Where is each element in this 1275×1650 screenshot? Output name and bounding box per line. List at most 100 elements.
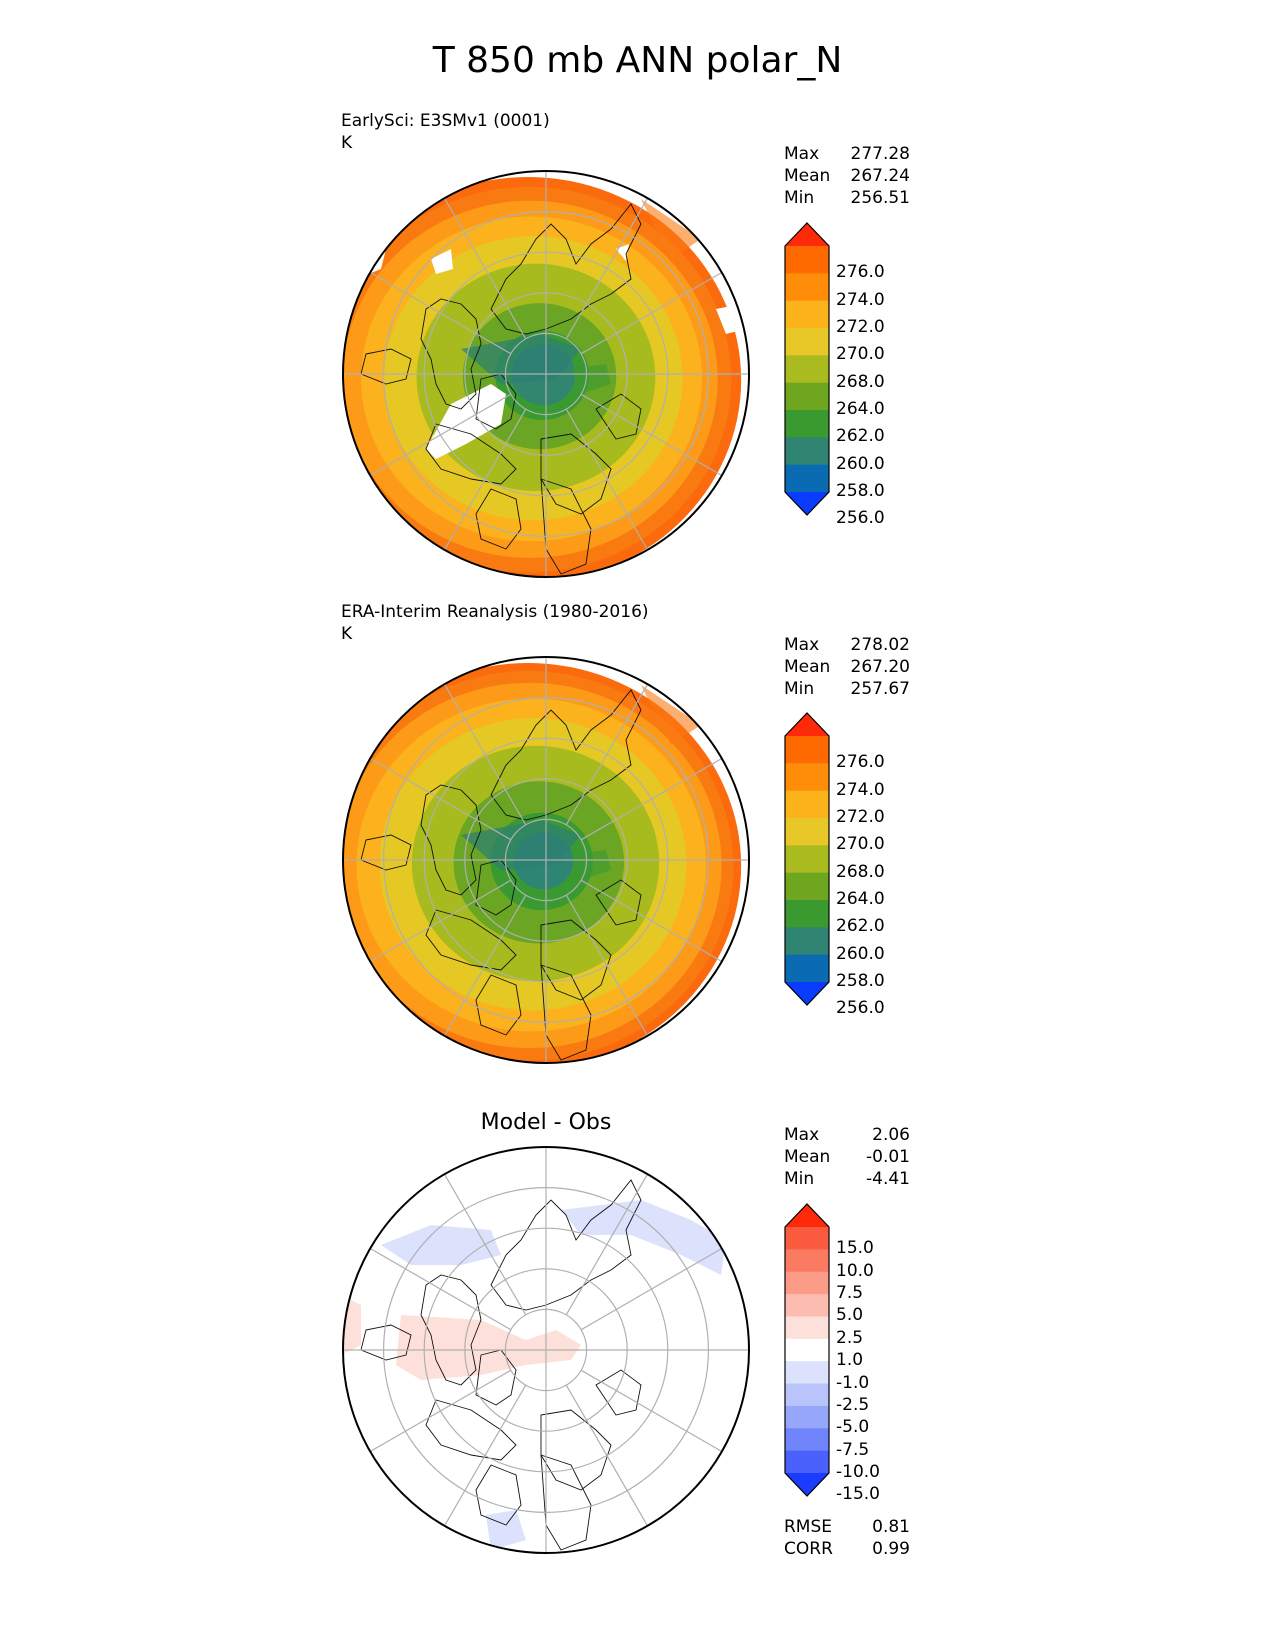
cold-core-region (461, 334, 581, 384)
colorbar-lower-extension (785, 492, 829, 515)
colorbar-segment (785, 246, 829, 274)
longitude-line (369, 1247, 512, 1331)
colorbar-segment (785, 437, 829, 466)
longitude-line (369, 1369, 512, 1453)
stat-max-row: Max 2.06 (784, 1124, 910, 1146)
cold-core-region (571, 364, 611, 394)
colorbar-tick-label: 7.5 (836, 1283, 864, 1304)
colorbar-segment (785, 328, 829, 356)
negative-anomaly-region (561, 1200, 726, 1275)
coastline (490, 689, 642, 821)
longitude-line (369, 393, 512, 477)
colorbar-tick-label: 270.0 (836, 834, 885, 855)
coastline (425, 909, 517, 971)
colorbar-tick-label: 2.5 (836, 1327, 864, 1348)
longitude-line (580, 1369, 723, 1453)
map-fill-layer (343, 1147, 749, 1553)
stat-value: 257.67 (850, 679, 910, 699)
metric-label: CORR (784, 1539, 833, 1559)
colorbar-segment (785, 818, 829, 846)
longitude-line (580, 757, 723, 841)
negative-anomaly-region (486, 1510, 526, 1550)
colorbar-segment (785, 954, 829, 983)
longitude-line (565, 408, 649, 551)
coastline (420, 784, 482, 896)
colorbar-tick-label: 1.0 (836, 1350, 864, 1371)
diff-stats: Max 2.06 Mean -0.01 Min -4.41 (784, 1124, 910, 1190)
stat-mean-row: Mean -0.01 (784, 1146, 910, 1168)
coastline (490, 1179, 642, 1311)
stat-label: Mean (784, 1147, 831, 1167)
colorbar-tick-label: -5.0 (836, 1417, 870, 1438)
longitude-line (565, 1384, 649, 1527)
colorbar-segment (785, 900, 829, 928)
coastline (425, 423, 517, 485)
longitude-line (369, 757, 512, 841)
longitude-line (443, 683, 527, 826)
colorbar-segment (785, 1361, 829, 1385)
stat-value: 2.06 (872, 1125, 910, 1145)
stat-label: Min (784, 1169, 815, 1189)
stat-mean-row: Mean 267.24 (784, 165, 910, 187)
map-boundary (342, 1146, 750, 1554)
missing-data-region (426, 384, 506, 459)
colorbar-tick-label: 272.0 (836, 317, 885, 337)
colorbar-lower-extension (785, 982, 829, 1005)
longitude-line (443, 197, 527, 340)
coastline (420, 298, 482, 410)
ref-dataset-name: ERA-Interim Reanalysis (1980-2016) (341, 602, 649, 622)
longitude-line (369, 271, 512, 355)
stat-max-row: Max 277.28 (784, 143, 910, 165)
ref-stats: Max 278.02 Mean 267.20 Min 257.67 (784, 634, 910, 700)
positive-anomaly-region (396, 1315, 581, 1380)
stat-min-row: Min 257.67 (784, 678, 910, 700)
missing-data-region (431, 249, 453, 274)
colorbar-upper-extension (785, 713, 829, 736)
ref-polar-map (342, 656, 750, 1064)
colorbar-tick-label: 272.0 (836, 807, 885, 827)
stat-label: Max (784, 1125, 820, 1145)
coastline (425, 1399, 517, 1461)
colorbar-tick-label: 274.0 (836, 289, 885, 310)
colorbar-segment (785, 872, 829, 901)
colorbar-tick-label: -2.5 (836, 1394, 870, 1415)
diff-metrics: RMSE 0.81 CORR 0.99 (784, 1516, 910, 1560)
map-fill-layer (343, 171, 749, 577)
diff-colorbar (784, 1203, 830, 1497)
stat-max-row: Max 278.02 (784, 634, 910, 656)
stat-value: 278.02 (850, 635, 910, 655)
stat-value: 267.24 (850, 166, 910, 186)
metric-value: 0.99 (872, 1539, 910, 1559)
colorbar-segment (785, 1316, 829, 1340)
colorbar-tick-label: 264.0 (836, 399, 885, 419)
colorbar-segment (785, 1338, 829, 1362)
longitude-line (369, 879, 512, 963)
colorbar-outline (784, 222, 830, 516)
metric-value: 0.81 (872, 1517, 910, 1537)
warm-region (641, 199, 701, 259)
stat-label: Mean (784, 657, 831, 677)
colorbar-segment (785, 273, 829, 302)
colorbar-segment (785, 410, 829, 438)
coastline (490, 203, 642, 335)
cold-core-region (571, 850, 611, 880)
colorbar-segment (785, 355, 829, 384)
metric-rmse-row: RMSE 0.81 (784, 1516, 910, 1538)
colorbar-tick-label: 276.0 (836, 752, 885, 773)
stat-label: Max (784, 144, 820, 164)
colorbar-outline (784, 712, 830, 1006)
test-colorbar (784, 222, 830, 516)
stat-label: Mean (784, 166, 831, 186)
colorbar-tick-label: -1.0 (836, 1372, 870, 1393)
colorbar-tick-label: 268.0 (836, 861, 885, 882)
stat-label: Min (784, 188, 815, 208)
colorbar-segment (785, 1405, 829, 1429)
colorbar-tick-label: 258.0 (836, 481, 885, 501)
coastline (475, 488, 522, 550)
colorbar-tick-label: 264.0 (836, 889, 885, 909)
coastline (595, 879, 642, 926)
map-fill-layer (343, 657, 749, 1063)
longitude-line (565, 1173, 649, 1316)
longitude-line (565, 683, 649, 826)
ref-panel-label: ERA-Interim Reanalysis (1980-2016) K (341, 601, 649, 645)
